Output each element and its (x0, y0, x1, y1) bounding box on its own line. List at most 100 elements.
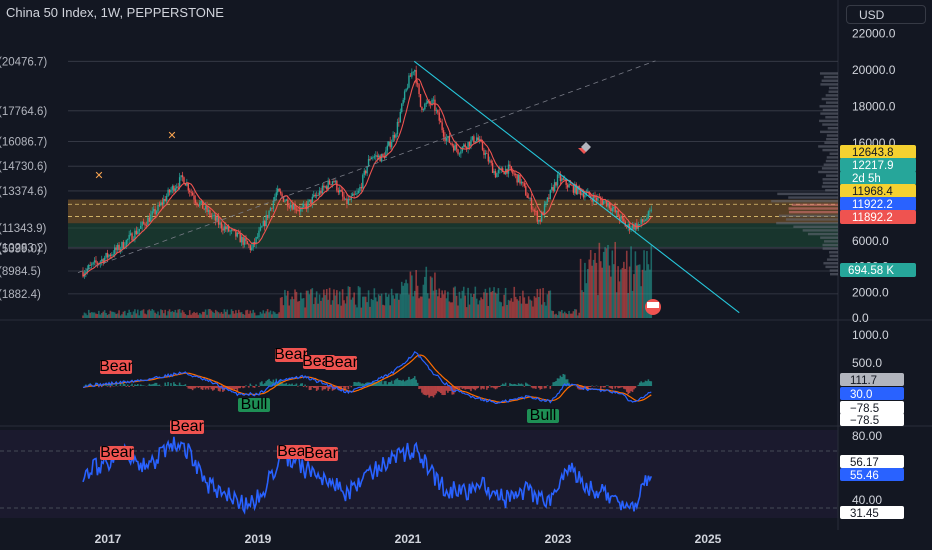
rsi-signal-label: Bear (304, 445, 339, 462)
candle-body (375, 155, 377, 157)
candle-body (431, 99, 433, 105)
volume-bar (258, 315, 260, 318)
volume-bar (380, 293, 383, 318)
volume-bar (501, 306, 504, 318)
macd-histogram-bar (175, 385, 178, 386)
rsi-signal-label: Bear (277, 443, 312, 460)
volume-bar (217, 312, 220, 318)
volume-bar (461, 290, 464, 318)
volume-bar (183, 312, 185, 318)
volume-bar (543, 302, 546, 318)
candle-body (354, 194, 357, 195)
profile-bar (822, 181, 838, 185)
candle-body (533, 210, 536, 212)
candle-body (119, 248, 122, 251)
macd-tag-bg (840, 413, 904, 426)
volume-bar (437, 296, 439, 318)
candle-body (454, 144, 456, 151)
macd-histogram-bar (615, 386, 618, 387)
candle-body (229, 230, 231, 232)
volume-bar (548, 290, 550, 318)
macd-histogram-bar (206, 386, 208, 389)
macd-histogram-bar (105, 384, 107, 386)
volume-bar (207, 309, 210, 318)
candle-body (331, 181, 334, 185)
candle-body (239, 233, 241, 243)
volume-bar (638, 264, 641, 318)
macd-histogram-bar (520, 383, 523, 386)
volume-bar (99, 314, 102, 318)
macd-histogram-bar (416, 382, 419, 386)
macd-histogram-bar (623, 386, 625, 389)
price-tag: 12217.9 (840, 158, 916, 172)
zone-orange (68, 199, 838, 224)
volume-bar (226, 309, 229, 318)
candle-body (577, 185, 579, 195)
profile-bar (777, 192, 838, 196)
candle-body (349, 198, 351, 200)
volume-bar (102, 311, 104, 318)
volume-bar (390, 288, 393, 318)
macd-histogram-bar (555, 381, 557, 386)
candle-body (363, 170, 365, 175)
volume-bar (500, 302, 503, 318)
volume-bar (607, 244, 609, 318)
volume-bar (412, 296, 415, 318)
candle-body (92, 262, 94, 265)
macd-histogram-bar (354, 382, 357, 386)
volume-bar (598, 242, 601, 318)
macd-histogram-bar (131, 383, 133, 386)
profile-bar (825, 101, 838, 104)
macd-histogram-bar (461, 386, 464, 389)
volume-bar (128, 309, 130, 318)
profile-bar (819, 119, 838, 123)
profile-bar (828, 86, 838, 90)
macd-histogram-bar (398, 380, 400, 386)
macd-histogram-bar (448, 386, 451, 392)
volume-bar (285, 295, 288, 318)
rsi-band (0, 430, 838, 518)
volume-bar (623, 261, 625, 318)
volume-bar (201, 311, 204, 318)
candle-body (362, 174, 364, 189)
candle-body (608, 202, 611, 208)
macd-histogram-bar (563, 374, 566, 386)
candle-body (465, 147, 468, 150)
volume-bar (174, 309, 177, 318)
currency-button[interactable]: USD (846, 5, 926, 24)
candle-body (372, 157, 374, 159)
volume-bar (620, 269, 622, 318)
volume-bar (497, 288, 500, 318)
profile-bar (776, 221, 838, 225)
volume-bar (363, 296, 366, 318)
candle-body (298, 210, 301, 212)
profile-bar (822, 178, 838, 181)
macd-signal-label: Bear (324, 354, 358, 371)
candle-body (633, 224, 635, 230)
price-tag-text: 2d 5h (852, 173, 881, 185)
candle-body (82, 271, 84, 277)
candle-body (553, 182, 556, 192)
macd-histogram-bar (530, 386, 533, 388)
zone-green (68, 223, 838, 248)
candle-body (323, 185, 325, 188)
macd-histogram-bar (452, 386, 455, 395)
volume-bar (392, 295, 394, 318)
volume-bar (628, 266, 631, 318)
candle-body (424, 103, 426, 110)
candle-body (109, 254, 112, 256)
volume-bar (432, 290, 435, 318)
candle-body (643, 220, 645, 222)
moving-average-line (82, 78, 652, 277)
volume-bar (186, 315, 188, 318)
candle-body (558, 174, 560, 176)
volume-bar (366, 302, 368, 318)
candle-body (353, 193, 355, 195)
profile-bar (823, 163, 838, 166)
candle-body (496, 173, 498, 178)
candle-body (148, 217, 151, 222)
candle-body (491, 163, 494, 174)
macd-histogram-bar (178, 382, 181, 386)
macd-histogram-bar (559, 375, 562, 386)
